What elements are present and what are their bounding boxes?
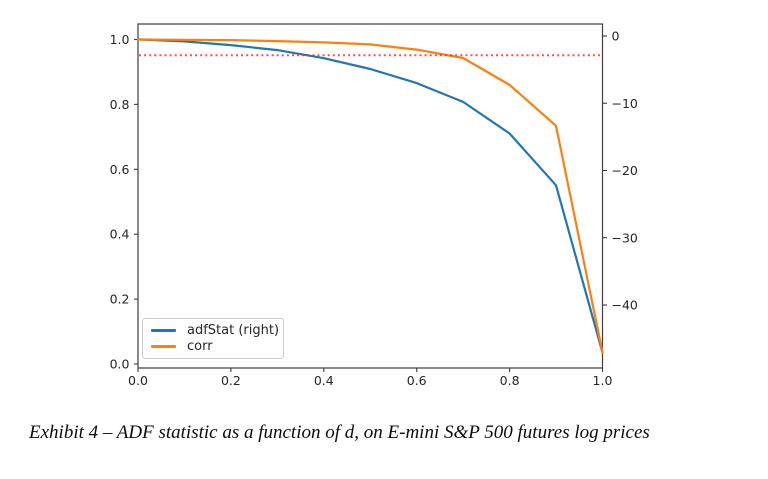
left-axis-tick-label: 0.4 [110, 227, 130, 242]
left-axis-tick-label: 0.0 [110, 357, 130, 372]
legend-item-adfstat: adfStat (right) [151, 324, 279, 337]
left-axis-tick-label: 0.8 [110, 97, 130, 112]
adfstat-line [136, 38, 604, 354]
x-axis-tick-label: 0.8 [500, 373, 520, 388]
x-axis-tick-label: 1.0 [593, 373, 613, 388]
left-axis-tick-label: 1.0 [110, 32, 130, 47]
legend-label-corr: corr [187, 339, 213, 354]
left-axis-tick-label: 0.2 [110, 292, 130, 307]
x-axis-tick-label: 0.4 [314, 373, 334, 388]
right-axis-tick-label: −40 [612, 298, 638, 313]
chart-legend: adfStat (right) corr [142, 318, 284, 359]
plot-frame [137, 23, 604, 369]
right-axis-tick-label: −20 [612, 163, 638, 178]
legend-label-adfstat: adfStat (right) [187, 323, 280, 338]
adfstat-line-swatch [151, 329, 176, 332]
x-axis-tick-label: 0.0 [128, 373, 148, 388]
corr-line-swatch [151, 345, 176, 348]
right-axis-tick-label: −30 [612, 230, 638, 245]
x-axis-tick-label: 0.2 [221, 373, 241, 388]
right-axis-tick-label: −10 [612, 96, 638, 111]
left-axis-tick-label: 0.6 [110, 162, 130, 177]
right-axis-tick-label: 0 [612, 29, 620, 44]
figure-caption: Exhibit 4 – ADF statistic as a function … [29, 422, 650, 443]
corr-line [136, 38, 604, 354]
x-axis-tick-label: 0.6 [407, 373, 427, 388]
adf-line-chart: 0.0 0.2 0.4 0.6 0.8 1.0 1.0 0.8 0.6 0.4 0.2 0.0 0 −10… [110, 23, 638, 388]
legend-item-corr: corr [151, 340, 275, 353]
